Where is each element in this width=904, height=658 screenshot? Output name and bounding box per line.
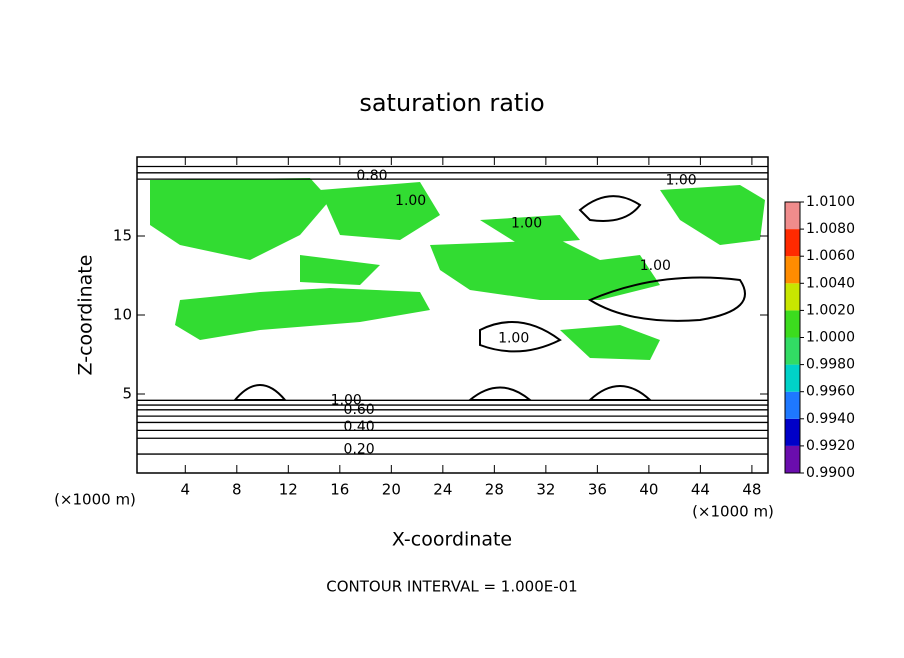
x-tick-label: 40 [639, 481, 658, 499]
colorbar-band [785, 229, 800, 257]
x-tick-label: 16 [330, 481, 349, 499]
y-tick-label: 15 [113, 227, 132, 245]
colorbar-band [785, 256, 800, 284]
x-tick-label: 4 [181, 481, 191, 499]
x-tick-label: 12 [279, 481, 298, 499]
y-tick-label: 10 [113, 306, 132, 324]
colorbar-band [785, 202, 800, 230]
colorbar-label: 0.9900 [806, 465, 855, 481]
footnote: CONTOUR INTERVAL = 1.000E-01 [326, 578, 577, 596]
contour-label: 1.00 [640, 258, 671, 274]
colorbar-label: 1.0020 [806, 302, 855, 318]
x-axis-label: X-coordinate [392, 529, 512, 551]
field-decoration [150, 178, 765, 401]
colorbar-label: 0.9940 [806, 411, 855, 427]
x-tick-label: 44 [691, 481, 710, 499]
colorbar-band [785, 391, 800, 419]
colorbar-band [785, 364, 800, 392]
x-tick-label: 36 [588, 481, 607, 499]
contour-label: 1.00 [511, 215, 542, 231]
x-tick-label: 24 [433, 481, 452, 499]
contour-label: 1.00 [395, 193, 426, 209]
chart-title: saturation ratio [359, 89, 544, 117]
contour-label: 1.00 [331, 392, 362, 408]
colorbar-label: 1.0060 [806, 248, 855, 264]
colorbar-label: 1.0040 [806, 275, 855, 291]
contour-label: 0.60 [344, 402, 375, 418]
colorbar-band [785, 283, 800, 311]
colorbar-band [785, 310, 800, 338]
contour-label: 0.20 [344, 441, 375, 457]
y-tick-label: 5 [122, 385, 132, 403]
colorbar-label: 0.9960 [806, 384, 855, 400]
x-tick-label: 48 [742, 481, 761, 499]
x-unit: (×1000 m) [54, 491, 136, 509]
contour-label: 0.40 [344, 419, 375, 435]
colorbar-label: 1.0100 [806, 194, 855, 210]
x-tick-label: 28 [485, 481, 504, 499]
colorbar-label: 1.0000 [806, 330, 855, 346]
colorbar-label: 0.9980 [806, 357, 855, 373]
colorbar-label: 1.0080 [806, 221, 855, 237]
contour-label: 1.00 [665, 173, 696, 189]
x-tick-label: 20 [382, 481, 401, 499]
colorbar-band [785, 445, 800, 473]
contour-label: 0.80 [356, 168, 387, 184]
x-tick-label: 32 [536, 481, 555, 499]
x-tick-label: 8 [232, 481, 242, 499]
colorbar-label: 0.9920 [806, 438, 855, 454]
contour-label: 1.00 [498, 331, 529, 347]
colorbar-band [785, 418, 800, 446]
x-unit: (×1000 m) [692, 503, 774, 521]
y-axis-label: Z-coordinate [75, 255, 97, 376]
colorbar-band [785, 337, 800, 365]
